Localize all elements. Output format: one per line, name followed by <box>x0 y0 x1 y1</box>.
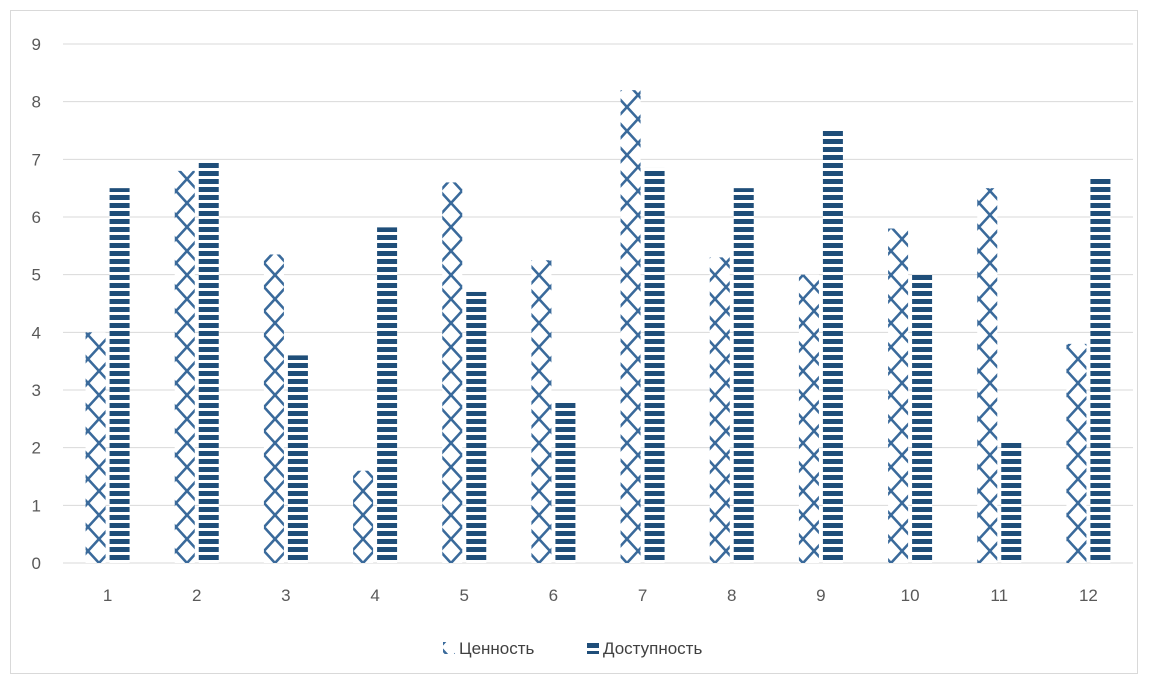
bars <box>85 90 1111 564</box>
x-tick-label: 7 <box>638 586 647 605</box>
y-tick-label: 1 <box>32 496 41 515</box>
y-tick-label: 0 <box>32 554 41 573</box>
x-tick-label: 12 <box>1079 586 1098 605</box>
x-tick-label: 1 <box>103 586 112 605</box>
bar-series-2-cat-5 <box>466 291 487 563</box>
bar-series-2-cat-2 <box>198 162 219 563</box>
legend-label-series-1: Ценность <box>459 639 535 658</box>
bar-series-1-cat-11 <box>977 188 998 563</box>
bar-series-1-cat-12 <box>1066 343 1087 563</box>
x-tick-label: 11 <box>990 586 1008 605</box>
bar-series-1-cat-10 <box>888 228 909 564</box>
bar-series-2-cat-4 <box>377 227 398 563</box>
y-tick-label: 8 <box>32 93 41 112</box>
x-tick-label: 10 <box>901 586 920 605</box>
bar-series-2-cat-9 <box>822 130 843 563</box>
legend: Ценность Доступность <box>443 639 702 658</box>
y-tick-label: 6 <box>32 208 41 227</box>
y-tick-label: 7 <box>32 150 41 169</box>
bar-series-2-cat-3 <box>287 355 308 563</box>
bar-series-1-cat-1 <box>85 332 106 563</box>
bar-series-2-cat-8 <box>733 188 754 563</box>
bar-series-2-cat-1 <box>109 188 130 563</box>
bar-series-2-cat-11 <box>1001 441 1022 563</box>
bar-series-1-cat-9 <box>798 274 819 563</box>
y-tick-label: 4 <box>32 323 41 342</box>
y-tick-label: 3 <box>32 381 41 400</box>
legend-swatch-series-1 <box>443 642 455 654</box>
bar-series-1-cat-6 <box>531 260 552 563</box>
x-axis-ticks: 1 2 3 4 5 6 7 8 9 10 11 12 <box>103 586 1098 605</box>
bar-series-1-cat-4 <box>353 470 374 563</box>
bar-series-1-cat-5 <box>442 182 463 563</box>
gridlines <box>63 43 1133 564</box>
y-axis-ticks: 0 1 2 3 4 5 6 7 8 9 <box>32 35 41 573</box>
x-tick-label: 6 <box>549 586 558 605</box>
y-tick-label: 9 <box>32 35 41 54</box>
y-tick-label: 5 <box>32 266 41 285</box>
legend-label-series-2: Доступность <box>603 639 702 658</box>
bar-series-1-cat-7 <box>620 90 641 563</box>
x-tick-label: 5 <box>460 586 469 605</box>
bar-series-2-cat-12 <box>1090 176 1111 563</box>
bar-series-1-cat-8 <box>709 257 730 563</box>
bar-series-1-cat-2 <box>174 170 195 563</box>
x-tick-label: 8 <box>727 586 736 605</box>
bar-series-2-cat-7 <box>644 167 665 563</box>
x-tick-label: 2 <box>192 586 201 605</box>
bar-series-2-cat-10 <box>912 274 933 563</box>
x-tick-label: 4 <box>370 586 379 605</box>
y-tick-label: 2 <box>32 439 41 458</box>
legend-swatch-series-2 <box>587 642 599 654</box>
bar-series-2-cat-6 <box>555 402 576 563</box>
x-tick-label: 9 <box>816 586 825 605</box>
bar-series-1-cat-3 <box>263 254 284 563</box>
x-tick-label: 3 <box>281 586 290 605</box>
